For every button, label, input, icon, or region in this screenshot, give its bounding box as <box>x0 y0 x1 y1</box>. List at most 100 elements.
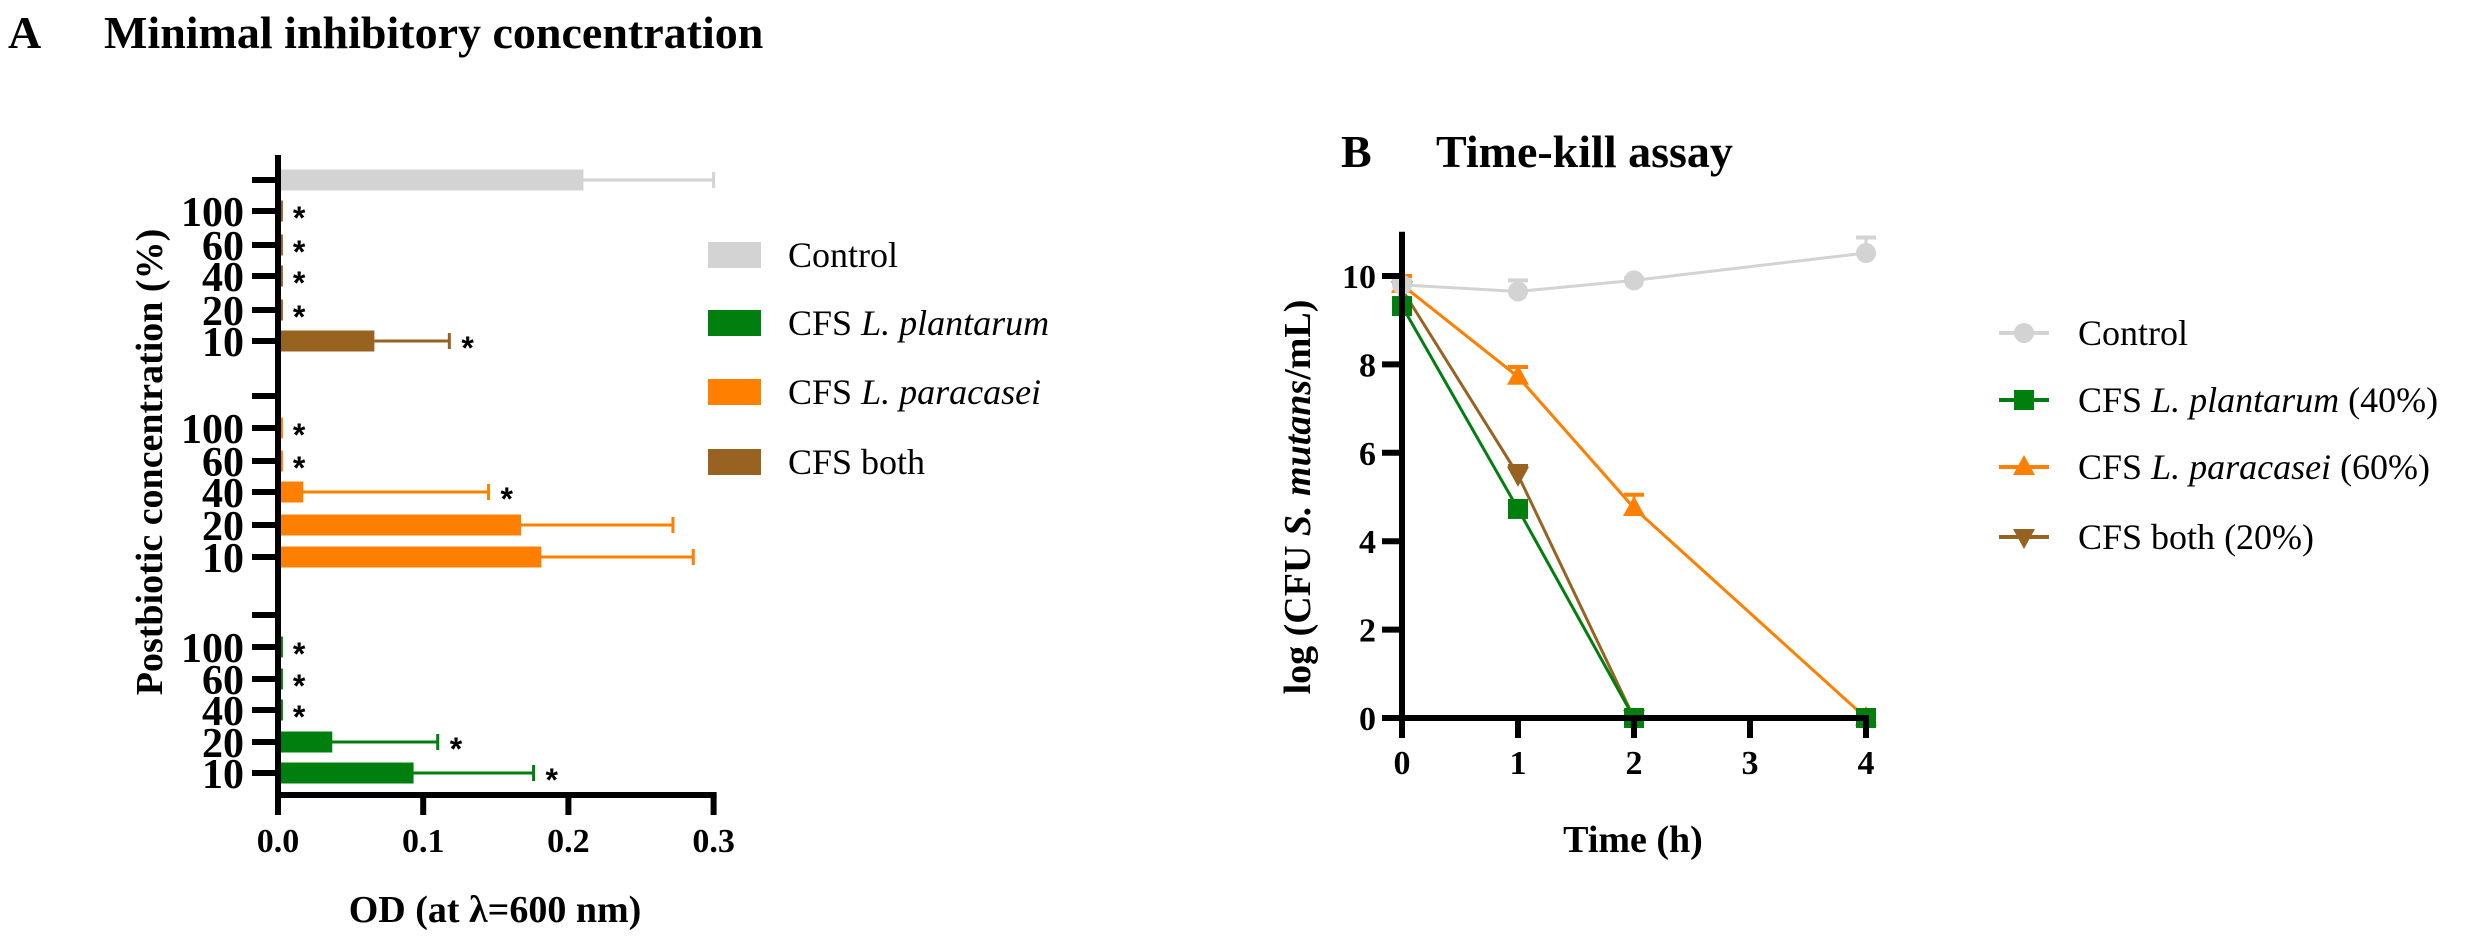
y-tick-label: 100 <box>181 190 244 236</box>
x-tick-label: 1 <box>1510 745 1527 782</box>
bar-cfs-l-paracasei-40 <box>280 481 304 503</box>
significance-star: * <box>461 330 474 366</box>
legend-swatch <box>708 242 761 268</box>
time-kill-axes: 0 2 4 6 8 10 0 1 2 3 4 <box>1342 231 1875 782</box>
bar-cfs-both-40 <box>280 265 283 287</box>
significance-star: * <box>293 299 306 335</box>
y-tick-label: 10 <box>1342 259 1376 296</box>
data-point-circle <box>1624 270 1644 291</box>
bar-cfs-both-60 <box>280 234 283 256</box>
chart-a-title: Minimal inhibitory concentration <box>104 7 763 58</box>
y-tick-label: 60 <box>202 440 244 486</box>
legend-swatch <box>708 310 761 336</box>
y-title-part-3: /mL) <box>1277 300 1319 381</box>
bar-cfs-both-20 <box>280 299 283 321</box>
legend-label: CFS L. plantarum (40%) <box>2078 380 2438 420</box>
x-tick-label: 0.0 <box>257 823 300 860</box>
bar-cfs-both-100 <box>280 200 283 222</box>
legend-label-italic: L. paracasei <box>860 372 1041 412</box>
legend-label-suffix: (40%) <box>2339 380 2438 420</box>
y-tick-label: 6 <box>1359 436 1376 473</box>
legend-label-suffix: (60%) <box>2331 447 2430 487</box>
y-title-part-1: log (CFU <box>1277 536 1319 694</box>
time-kill-x-axis-title: Time (h) <box>1563 819 1703 861</box>
legend-label-italic: L. plantarum <box>860 303 1049 343</box>
data-point-circle <box>1508 281 1528 302</box>
legend-label-roman: CFS both <box>2078 517 2215 557</box>
legend-label-roman: Control <box>2078 313 2188 353</box>
bar-cfs-both-10 <box>280 330 375 352</box>
x-tick-label: 3 <box>1742 745 1759 782</box>
y-tick-label: 60 <box>202 658 244 704</box>
bar-cfs-l-paracasei-20 <box>280 514 522 536</box>
legend-marker-triangle-up <box>2013 455 2035 475</box>
data-point-triangle-up <box>1623 496 1645 517</box>
bar-cfs-l-plantarum-20 <box>280 731 333 753</box>
mic-y-axis-title: Postbiotic concentration (%) <box>129 229 171 695</box>
data-point-triangle-up <box>1507 364 1529 385</box>
y-tick-label: 60 <box>202 224 244 270</box>
data-point-triangle-down <box>1507 466 1529 487</box>
significance-star: * <box>293 636 306 672</box>
bar-cfs-l-plantarum-40 <box>280 699 283 721</box>
panel-b-letter: B <box>1341 126 1372 177</box>
y-tick-label: 10 <box>202 752 244 798</box>
y-tick-label: 40 <box>202 471 244 517</box>
series-line-2 <box>1401 283 1868 720</box>
y-tick-label: 20 <box>202 504 244 550</box>
legend-label-roman: CFS <box>788 372 861 412</box>
y-title-species: S. mutans <box>1277 380 1319 536</box>
significance-star: * <box>501 481 514 517</box>
x-tick-label: 2 <box>1626 745 1643 782</box>
legend-label: CFS both (20%) <box>2078 517 2314 557</box>
legend-marker-triangle-down <box>2013 529 2035 549</box>
legend-label-roman: CFS <box>2078 380 2151 420</box>
legend-label-roman: CFS both <box>788 442 925 482</box>
y-tick-label: 40 <box>202 255 244 301</box>
mic-bar-chart: ************* 10060402010100604020101006… <box>129 155 1049 931</box>
significance-star: * <box>293 200 306 236</box>
panel-a-letter: A <box>8 7 41 58</box>
data-point-square <box>1508 498 1528 519</box>
significance-star: * <box>293 450 306 486</box>
significance-star: * <box>546 762 559 798</box>
legend-label: Control <box>2078 313 2188 353</box>
y-tick-label: 20 <box>202 289 244 335</box>
time-kill-y-axis-title: log (CFU S. mutans/mL) <box>1277 300 1319 695</box>
bar-control-control <box>280 169 584 191</box>
y-tick-label: 2 <box>1359 613 1376 650</box>
significance-star: * <box>293 234 306 270</box>
legend-label: CFS L. plantarum <box>788 303 1049 343</box>
y-tick-label: 40 <box>202 689 244 735</box>
time-kill-series <box>1391 235 1877 730</box>
legend-label: Control <box>788 235 898 275</box>
data-point-circle <box>1856 243 1876 264</box>
legend-label-roman: CFS <box>788 303 861 343</box>
y-tick-label: 10 <box>202 536 244 582</box>
bar-cfs-l-plantarum-60 <box>280 668 283 690</box>
legend-label-suffix: (20%) <box>2215 517 2314 557</box>
significance-star: * <box>293 417 306 453</box>
mic-x-axis-title: OD (at λ=600 nm) <box>349 889 642 931</box>
legend-swatch <box>708 379 761 405</box>
y-tick-label: 20 <box>202 721 244 767</box>
mic-bars: ************* <box>280 169 716 798</box>
x-tick-label: 0.3 <box>692 823 735 860</box>
chart-b-title: Time-kill assay <box>1436 126 1733 177</box>
legend-label-italic: L. plantarum <box>2150 380 2339 420</box>
legend-label-roman: CFS <box>2078 447 2151 487</box>
bar-cfs-l-paracasei-100 <box>280 417 283 439</box>
x-tick-label: 4 <box>1858 745 1875 782</box>
y-tick-label: 100 <box>181 626 244 672</box>
y-tick-label: 0 <box>1359 701 1376 738</box>
legend-swatch <box>708 449 761 475</box>
x-tick-label: 0 <box>1394 745 1411 782</box>
significance-star: * <box>450 731 463 767</box>
significance-star: * <box>293 699 306 735</box>
bar-cfs-l-paracasei-10 <box>280 546 542 568</box>
bar-cfs-l-plantarum-100 <box>280 636 283 658</box>
